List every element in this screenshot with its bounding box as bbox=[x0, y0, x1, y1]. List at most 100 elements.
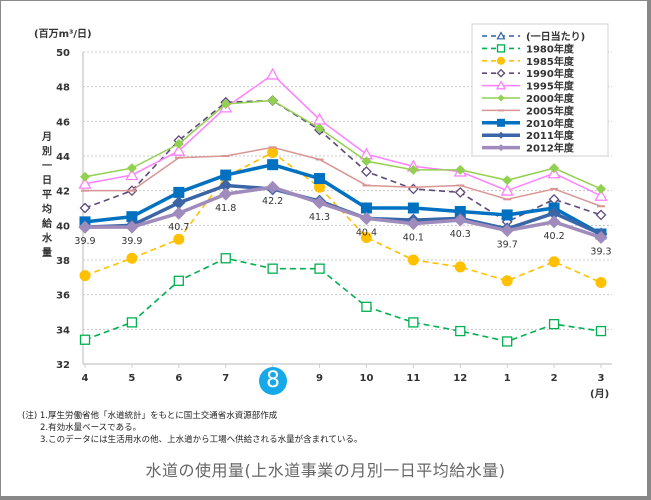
y-axis-label-char: 日 bbox=[42, 175, 52, 187]
frame-shadow-bottom bbox=[0, 496, 651, 500]
data-point bbox=[125, 220, 139, 234]
note-1: (注) 1.厚生労働省他「水道統計」をもとに国土交通省水資源部作成 bbox=[22, 411, 278, 421]
data-point bbox=[79, 202, 91, 214]
series-1995年度 bbox=[78, 67, 608, 201]
data-point bbox=[547, 206, 561, 220]
legend-label: 2011年度 bbox=[526, 129, 575, 142]
data-point bbox=[172, 143, 186, 156]
data-point bbox=[594, 230, 608, 244]
data-point bbox=[172, 206, 186, 220]
series-line bbox=[85, 146, 602, 207]
data-point bbox=[173, 233, 185, 245]
data-point bbox=[595, 209, 607, 221]
y-axis-label-char: 水 bbox=[41, 232, 53, 245]
legend-swatch-marker bbox=[497, 94, 505, 102]
data-label: 40.7 bbox=[168, 222, 189, 233]
data-label: 40.1 bbox=[403, 233, 424, 244]
data-point bbox=[408, 164, 419, 175]
legend: (一日当たり)1980年度1985年度1990年度1995年度2000年度200… bbox=[471, 23, 609, 157]
data-point bbox=[359, 211, 373, 225]
y-tick-label: 38 bbox=[56, 256, 70, 267]
data-point bbox=[407, 202, 419, 214]
data-point bbox=[360, 202, 372, 214]
series-line bbox=[85, 185, 602, 240]
data-point bbox=[314, 173, 326, 185]
legend-label: 1980年度 bbox=[526, 42, 575, 55]
data-point bbox=[266, 67, 280, 80]
data-point bbox=[455, 164, 466, 175]
data-point bbox=[408, 317, 419, 328]
data-point bbox=[596, 183, 606, 194]
x-tick-label: 3 bbox=[598, 373, 605, 384]
data-point bbox=[172, 196, 186, 210]
data-point bbox=[267, 147, 279, 159]
series-group bbox=[78, 67, 608, 347]
data-point bbox=[454, 261, 466, 273]
data-label: 42.2 bbox=[262, 196, 283, 207]
y-tick-label: 32 bbox=[56, 360, 70, 371]
y-tick-label: 44 bbox=[56, 152, 70, 163]
y-tick-label: 50 bbox=[56, 48, 70, 59]
y-axis-label: 月別一日平均給水量 bbox=[41, 131, 53, 259]
data-point bbox=[454, 205, 466, 217]
y-tick-label: 48 bbox=[56, 83, 70, 94]
x-tick-label: 2 bbox=[551, 373, 558, 384]
legend-label: 1985年度 bbox=[526, 55, 575, 68]
series-line bbox=[84, 99, 602, 223]
x-tick-label: 1 bbox=[504, 373, 511, 384]
data-point bbox=[407, 254, 419, 266]
data-point bbox=[549, 163, 560, 174]
data-label: 39.3 bbox=[590, 246, 611, 257]
x-tick-label: 7 bbox=[222, 373, 229, 384]
series-line bbox=[84, 99, 602, 190]
y-tick-label: 46 bbox=[56, 117, 70, 128]
y-axis-label-char: 均 bbox=[42, 203, 52, 216]
x-tick-label: 12 bbox=[453, 373, 467, 384]
legend-label: 2012年度 bbox=[526, 142, 575, 155]
data-point bbox=[501, 209, 513, 221]
data-point bbox=[173, 186, 185, 198]
data-point bbox=[79, 270, 91, 282]
legend-swatch-marker bbox=[497, 144, 505, 152]
note-3: 3.このデータには生活用水の他、上水道から工場へ供給される水量が含まれている。 bbox=[40, 435, 363, 445]
y-axis-label-char: 給 bbox=[42, 217, 53, 230]
data-point bbox=[173, 275, 184, 286]
highlight-month-badge: 8 bbox=[259, 367, 287, 395]
legend-swatch-marker bbox=[496, 44, 506, 53]
note-2: 2.有効水量ベースである。 bbox=[40, 423, 142, 433]
y-axis-label-char: 平 bbox=[42, 189, 52, 201]
data-point bbox=[79, 334, 91, 345]
legend-swatch-marker bbox=[495, 80, 507, 90]
legend-swatch-marker bbox=[496, 31, 506, 40]
data-point bbox=[126, 211, 138, 223]
y-axis-label-char: 別 bbox=[41, 145, 52, 158]
y-tick-label: 40 bbox=[56, 221, 70, 232]
data-label: 41.8 bbox=[215, 203, 236, 214]
legend-swatch-marker bbox=[497, 118, 505, 127]
data-point bbox=[548, 256, 560, 268]
legend-label: 2010年度 bbox=[526, 117, 575, 130]
data-labels: 39.9 39.9 40.7 41.8 42.2 41.3 40.4 40.1 40.3 39.7… bbox=[74, 196, 611, 257]
data-point bbox=[126, 163, 137, 174]
data-label: 39.9 bbox=[74, 236, 95, 247]
data-point bbox=[219, 187, 233, 201]
x-axis-ticks: 4 5 6 7 9 10 11 12 1 2 3 bbox=[82, 364, 605, 384]
legend-label: 1995年度 bbox=[526, 80, 575, 93]
y-axis-label-char: 量 bbox=[42, 246, 52, 259]
series-line bbox=[84, 162, 602, 236]
data-point bbox=[406, 217, 420, 231]
data-point bbox=[361, 301, 372, 312]
data-point bbox=[173, 138, 184, 149]
data-point bbox=[267, 95, 278, 106]
x-tick-label: 9 bbox=[316, 373, 323, 384]
data-point bbox=[360, 231, 372, 243]
data-point bbox=[266, 180, 280, 194]
data-point bbox=[267, 263, 278, 274]
series-1980年度 bbox=[79, 253, 607, 347]
x-axis-unit-label: (月) bbox=[590, 388, 609, 400]
data-point bbox=[453, 213, 467, 227]
data-point bbox=[500, 224, 514, 238]
x-tick-label: 5 bbox=[128, 373, 135, 384]
data-point bbox=[548, 318, 560, 330]
y-axis-ticks: 32 34 36 38 40 42 44 46 48 50 bbox=[56, 48, 70, 371]
